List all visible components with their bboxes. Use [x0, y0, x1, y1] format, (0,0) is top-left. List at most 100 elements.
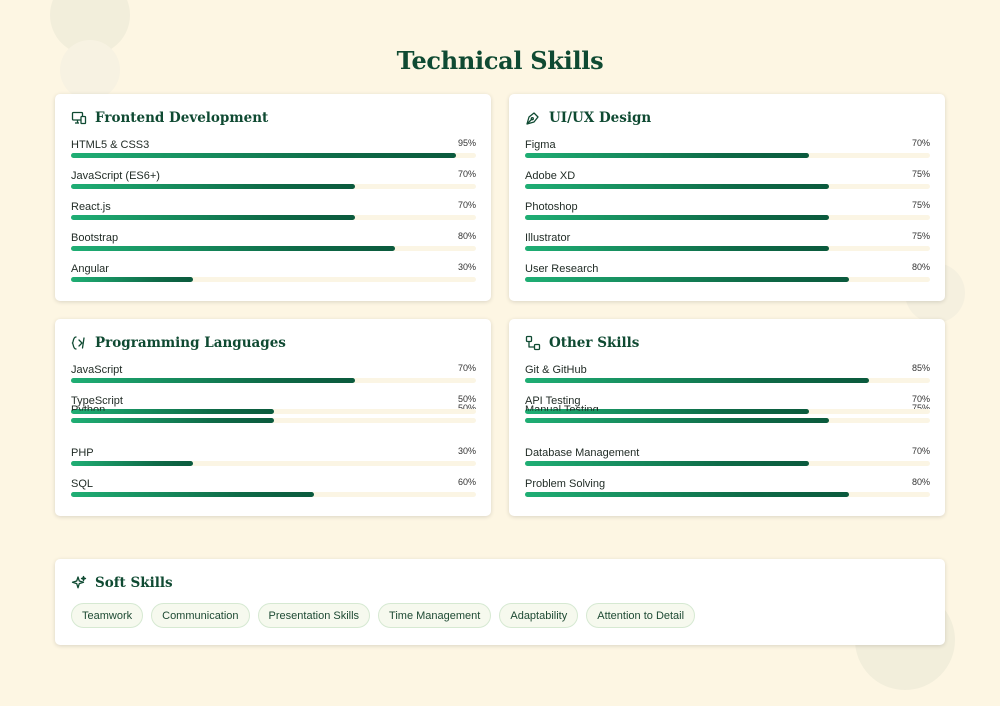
progress-track [525, 184, 930, 189]
skill-name: Problem Solving [525, 478, 606, 490]
skill-row: Manual Testing 75% [525, 403, 930, 427]
skill-percent: 60% [457, 477, 476, 487]
progress-fill [525, 246, 829, 251]
skill-percent: 75% [911, 403, 930, 413]
progress-track [71, 461, 476, 466]
progress-fill [525, 277, 849, 282]
progress-track [525, 153, 930, 158]
skill-name: Angular [71, 263, 109, 275]
skill-name: Manual Testing [525, 404, 599, 416]
devices-icon [71, 110, 87, 126]
skill-row: Problem Solving 80% [525, 477, 930, 501]
skill-card-other: Other Skills Git & GitHub 85% API Testing 70… [509, 319, 945, 516]
page-title: Technical Skills [396, 46, 604, 75]
skill-percent: 30% [457, 446, 476, 456]
progress-fill [525, 418, 829, 423]
skill-row: TypeScript 50% [71, 394, 476, 418]
soft-skill-chip: Communication [151, 603, 250, 628]
progress-track [71, 418, 476, 423]
card-header: UI/UX Design [525, 108, 651, 128]
skill-name: Database Management [525, 447, 640, 459]
skill-percent: 70% [457, 169, 476, 179]
skill-row: Angular 30% [71, 262, 476, 286]
progress-track [525, 378, 930, 383]
progress-track [525, 215, 930, 220]
skill-name: JavaScript [71, 364, 123, 376]
progress-track [525, 409, 930, 414]
skill-row: Adobe XD 75% [525, 169, 930, 193]
progress-fill [525, 492, 849, 497]
skill-name: Git & GitHub [525, 364, 587, 376]
progress-fill [525, 184, 829, 189]
skill-row: Figma 70% [525, 138, 930, 162]
card-title: Soft Skills [95, 575, 173, 591]
progress-track [71, 378, 476, 383]
skill-name: React.js [71, 201, 111, 213]
skill-percent: 75% [911, 200, 930, 210]
progress-fill [525, 461, 809, 466]
skill-name: Figma [525, 139, 556, 151]
progress-fill [71, 418, 274, 423]
skill-row: Illustrator 75% [525, 231, 930, 255]
soft-skill-chip: Adaptability [499, 603, 579, 628]
soft-skill-chip: Presentation Skills [257, 603, 371, 628]
progress-track [71, 215, 476, 220]
card-title: Programming Languages [95, 335, 286, 351]
skill-percent: 85% [911, 363, 930, 373]
skill-row: Python 50% [71, 403, 476, 427]
progress-fill [71, 277, 193, 282]
skill-name: Bootstrap [71, 232, 119, 244]
progress-fill [525, 215, 829, 220]
skill-name: TypeScript [71, 395, 123, 407]
skill-row: User Research 80% [525, 262, 930, 286]
progress-fill [525, 409, 809, 414]
decorative-circle [60, 40, 120, 100]
skill-row: SQL 60% [71, 477, 476, 501]
skill-name: Adobe XD [525, 170, 576, 182]
skill-row: PHP 30% [71, 446, 476, 470]
skill-name: Photoshop [525, 201, 578, 213]
skill-row: Git & GitHub 85% [525, 363, 930, 387]
card-header: Programming Languages [71, 333, 286, 353]
skill-percent: 50% [457, 394, 476, 404]
progress-track [525, 418, 930, 423]
progress-fill [71, 461, 193, 466]
progress-track [525, 492, 930, 497]
card-title: Other Skills [549, 335, 640, 351]
card-header: Frontend Development [71, 108, 268, 128]
progress-fill [71, 409, 274, 414]
skill-percent: 30% [457, 262, 476, 272]
card-header: Other Skills [525, 333, 639, 353]
skill-name: SQL [71, 478, 94, 490]
progress-track [71, 409, 476, 414]
skill-name: Python [71, 404, 106, 416]
skill-percent: 95% [457, 138, 476, 148]
skill-row: Bootstrap 80% [71, 231, 476, 255]
skill-row: API Testing 70% [525, 394, 930, 418]
soft-skill-chip: Time Management [378, 603, 492, 628]
card-header: Soft Skills [71, 573, 173, 593]
soft-skills-card: Soft Skills Teamwork Communication Present… [55, 559, 945, 645]
skill-name: User Research [525, 263, 599, 275]
card-title: Frontend Development [95, 110, 269, 126]
soft-skill-chips: Teamwork Communication Presentation Skills… [71, 603, 696, 628]
soft-skill-chip: Teamwork [71, 603, 144, 628]
progress-track [71, 492, 476, 497]
pen-tool-icon [525, 110, 541, 126]
skill-percent: 70% [457, 363, 476, 373]
skill-percent: 70% [911, 446, 930, 456]
progress-track [525, 277, 930, 282]
brackets-icon [71, 335, 87, 351]
card-title: UI/UX Design [549, 110, 652, 126]
progress-fill [71, 378, 355, 383]
skill-name: JavaScript (ES6+) [71, 170, 160, 182]
progress-track [525, 461, 930, 466]
skill-card-frontend: Frontend Development HTML5 & CSS3 95% JavaS… [55, 94, 491, 301]
progress-track [71, 246, 476, 251]
skill-percent: 80% [911, 262, 930, 272]
sparkle-icon [71, 575, 87, 591]
progress-track [71, 184, 476, 189]
skill-percent: 70% [911, 138, 930, 148]
skill-row: JavaScript 70% [71, 363, 476, 387]
progress-fill [525, 378, 870, 383]
